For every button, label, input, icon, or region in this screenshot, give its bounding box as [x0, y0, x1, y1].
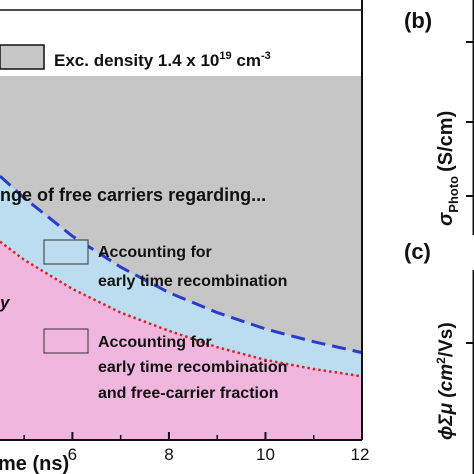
legend-early-time-line1: Accounting for	[98, 244, 212, 261]
x-tick-label: 8	[164, 445, 173, 464]
legend-free-carrier-line1: Accounting for	[98, 334, 212, 351]
region-free-carrier	[0, 241, 362, 440]
legend-band	[0, 0, 362, 76]
legend-free-carrier-line2: early time recombination	[98, 359, 287, 376]
series-line-dotted	[0, 240, 362, 378]
x-axis-label: me (ns)	[0, 453, 69, 474]
legend-swatch-free-carrier	[43, 328, 89, 354]
right-axis-label-b: σPhoto(S/cm)	[435, 111, 461, 226]
legend-early-time-line2: early time recombination	[98, 273, 287, 290]
panel-label-b: (b)	[404, 8, 432, 33]
svg-text:ϕΣμ (cm2/Vs): ϕΣμ (cm2/Vs)	[434, 322, 457, 440]
x-tick-label: 6	[68, 445, 77, 464]
right-axis-label-c: ϕΣμ (cm2/Vs)	[434, 322, 457, 440]
svg-text:σPhoto(S/cm): σPhoto(S/cm)	[435, 111, 461, 226]
region-early-time	[0, 176, 362, 377]
panel-label-c: (c)	[404, 239, 431, 264]
legend-free-carrier-line3: and free-carrier fraction	[98, 385, 279, 402]
legend-exc-density: Exc. density 1.4 x 1019 cm-3	[54, 50, 271, 70]
annotation-left-fragment: y	[0, 293, 11, 312]
legend-swatch-early-time	[43, 239, 89, 265]
annotation-main: nge of free carriers regarding...	[0, 185, 266, 205]
x-tick-label: 12	[351, 445, 370, 464]
x-tick-label: 10	[256, 445, 275, 464]
series-line-dashed	[0, 174, 362, 355]
legend-swatch-exc-density	[0, 44, 45, 70]
